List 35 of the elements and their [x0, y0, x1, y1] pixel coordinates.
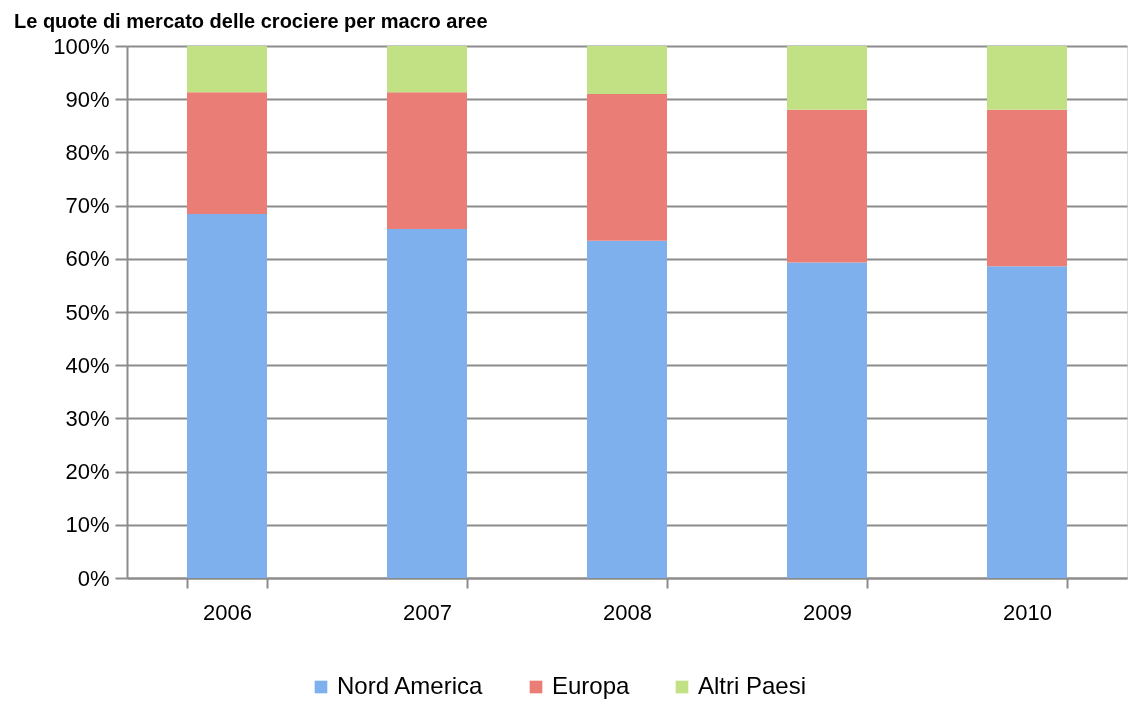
y-tick-label: 90%	[65, 86, 110, 112]
y-tick-label: 30%	[65, 405, 110, 431]
y-tick-label: 60%	[65, 246, 110, 272]
bar	[787, 262, 867, 578]
x-tick-label: 2008	[603, 599, 652, 625]
bar	[587, 240, 667, 578]
bar	[987, 46, 1067, 110]
bar	[387, 92, 467, 230]
bar	[387, 229, 467, 578]
y-tick-label: 20%	[65, 459, 110, 485]
x-tick-label: 2009	[803, 599, 852, 625]
chart-title: Le quote di mercato delle crociere per macro aree	[14, 10, 488, 32]
x-tick-label: 2006	[203, 599, 252, 625]
bar	[187, 92, 267, 215]
bar	[987, 109, 1067, 267]
y-tick-label: 10%	[65, 512, 110, 538]
y-tick-label: 70%	[65, 193, 110, 219]
bar	[787, 46, 867, 110]
bar	[987, 266, 1067, 578]
y-tick-label: 100%	[53, 33, 110, 59]
bar	[387, 46, 467, 93]
legend-label: Europa	[552, 672, 631, 699]
bar	[787, 109, 867, 263]
legend-label: Altri Paesi	[698, 672, 807, 699]
y-tick-label: 0%	[77, 565, 110, 591]
legend-label: Nord America	[337, 672, 484, 699]
bar	[187, 214, 267, 578]
x-tick-label: 2010	[1003, 599, 1052, 625]
y-tick-label: 80%	[65, 139, 110, 165]
y-tick-label: 50%	[65, 299, 110, 325]
bar	[187, 46, 267, 93]
y-tick-label: 40%	[65, 352, 110, 378]
bar	[587, 93, 667, 241]
bar	[587, 46, 667, 94]
x-tick-label: 2007	[403, 599, 452, 625]
